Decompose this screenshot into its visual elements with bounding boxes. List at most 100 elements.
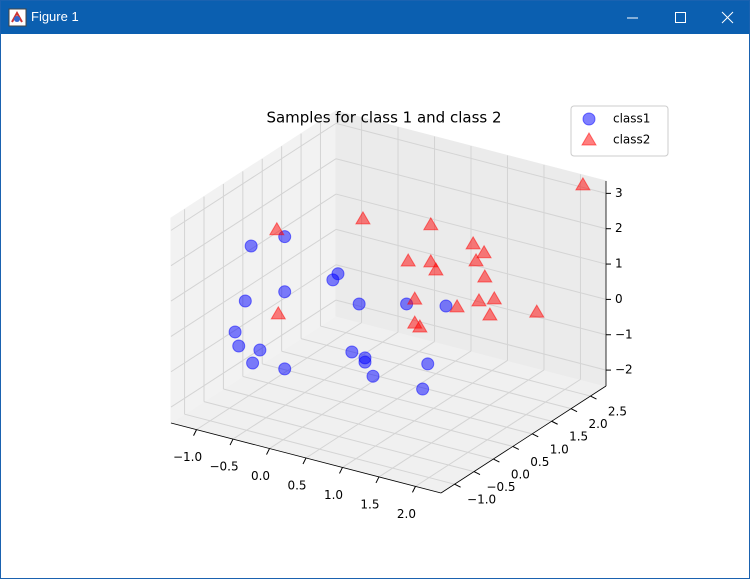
grid-line: [232, 331, 399, 440]
data-point: [268, 221, 285, 236]
data-point: [253, 343, 267, 357]
x-tick-label: 1.0: [324, 488, 343, 502]
grid-line: [335, 264, 607, 336]
x-tick: [339, 467, 343, 474]
data-point: [228, 325, 242, 339]
grid-line: [170, 228, 337, 337]
x-tick: [412, 486, 416, 493]
data-point: [449, 298, 465, 313]
z-tick-label: 0: [615, 292, 623, 306]
grid-line: [184, 413, 455, 485]
x-tick: [193, 429, 197, 436]
data-point: [528, 304, 545, 318]
chart-title: Samples for class 1 and class 2: [266, 109, 501, 127]
data-point: [482, 307, 498, 321]
y-tick-label: 2.5: [608, 405, 627, 419]
data-point: [366, 369, 380, 383]
data-point: [411, 318, 428, 333]
data-point: [358, 355, 372, 369]
data-point: [278, 285, 292, 299]
z-tick-label: 2: [615, 221, 623, 235]
y-tick-label: −0.5: [486, 480, 515, 494]
grid-line: [242, 375, 513, 447]
y-tick: [512, 445, 520, 450]
z-tick-label: −2: [615, 363, 633, 377]
y-tick-label: −1.0: [467, 493, 496, 507]
close-button[interactable]: [721, 11, 734, 24]
data-point: [486, 290, 503, 305]
grid-line: [170, 122, 337, 231]
data-point: [476, 268, 493, 283]
x-tick-label: 2.0: [397, 507, 416, 521]
axis-line: [170, 422, 442, 494]
grid-line: [203, 401, 475, 473]
axis-line: [440, 385, 607, 494]
legend-marker: [581, 132, 597, 146]
y-tick: [473, 471, 481, 476]
data-point: [471, 292, 487, 307]
y-tick: [590, 395, 597, 400]
grid-line: [342, 360, 508, 468]
x-tick-label: −1.0: [173, 450, 202, 464]
data-point: [406, 291, 423, 305]
z-tick-label: 3: [615, 186, 623, 200]
data-point: [476, 244, 492, 259]
data-point: [270, 305, 287, 320]
data-point: [421, 357, 435, 371]
y-tick: [493, 458, 500, 463]
data-point: [439, 299, 453, 313]
z-tick-label: 1: [615, 257, 623, 271]
grid-line: [305, 350, 472, 459]
x-tick-label: −0.5: [209, 460, 238, 474]
grid-line: [335, 122, 607, 194]
title-bar: Figure 1: [1, 1, 749, 34]
x-tick: [375, 476, 380, 484]
data-point: [345, 345, 359, 359]
x-tick-label: 0.5: [287, 479, 306, 493]
x-tick-label: 0.0: [251, 469, 270, 483]
x-tick: [302, 457, 307, 465]
data-point: [468, 252, 484, 267]
data-point: [428, 261, 444, 276]
legend-label: class2: [613, 133, 650, 147]
data-point: [246, 356, 260, 370]
grid-line: [335, 193, 607, 265]
data-point: [352, 297, 366, 311]
chart: −1.0−0.50.00.51.01.52.0−1.0−0.50.00.51.0…: [169, 105, 669, 521]
data-point: [278, 362, 292, 376]
legend-label: class1: [613, 112, 650, 126]
data-point: [232, 339, 246, 353]
maximize-button[interactable]: [675, 12, 686, 23]
data-point: [575, 176, 591, 191]
grid-line: [269, 341, 435, 449]
data-point: [400, 253, 417, 267]
data-point: [244, 239, 258, 253]
x-tick: [229, 438, 234, 446]
data-point: [465, 235, 481, 250]
y-tick-label: 1.0: [550, 442, 569, 456]
grid-line: [335, 299, 607, 371]
grid-line: [281, 350, 552, 422]
data-point: [422, 253, 439, 268]
grid-line: [335, 158, 607, 230]
grid-line: [170, 264, 337, 373]
grid-line: [262, 363, 533, 435]
app-icon: [8, 8, 27, 27]
grid-line: [320, 325, 591, 397]
grid-line: [378, 369, 545, 478]
data-point: [416, 382, 430, 396]
data-point: [238, 294, 252, 308]
window-controls[interactable]: [609, 1, 749, 34]
data-point: [326, 273, 340, 287]
x-tick-label: 1.5: [360, 497, 379, 511]
y-tick: [532, 433, 539, 438]
data-point: [355, 210, 371, 225]
grid-line: [223, 388, 494, 460]
grid-line: [170, 299, 337, 408]
grid-line: [196, 322, 362, 431]
y-tick-label: 0.0: [511, 468, 530, 482]
grid-line: [170, 158, 337, 267]
data-point: [422, 216, 439, 231]
y-tick-label: 0.5: [530, 455, 549, 469]
